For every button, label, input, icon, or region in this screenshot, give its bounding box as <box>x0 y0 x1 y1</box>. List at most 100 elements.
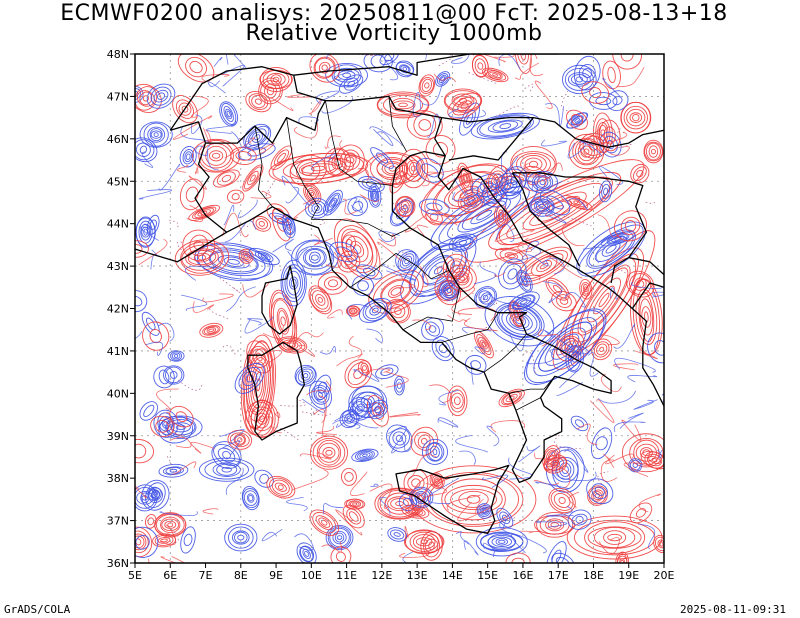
contour-line <box>533 452 551 460</box>
contour-line <box>324 135 341 149</box>
contour-line <box>621 419 642 441</box>
positive-vorticity-cell <box>333 218 381 280</box>
contour-line <box>150 249 158 270</box>
contour-line <box>379 497 391 515</box>
contour-line <box>313 409 328 437</box>
contour-line <box>541 139 567 147</box>
sardinia-coastline <box>247 341 305 441</box>
contour-line <box>416 224 429 237</box>
contour-line <box>269 97 294 111</box>
positive-vorticity-cell <box>340 467 357 486</box>
contour-line <box>385 371 409 388</box>
contour-line <box>325 251 341 268</box>
contour-line <box>298 344 316 357</box>
contour-line <box>156 388 179 410</box>
contour-line <box>408 454 437 480</box>
contour-line <box>469 362 474 385</box>
zero-contour <box>176 378 203 391</box>
contour-line <box>526 358 554 365</box>
negative-vorticity-cell <box>241 485 260 511</box>
contour-line <box>542 257 565 275</box>
contour-line <box>195 145 208 157</box>
region-border <box>311 219 411 237</box>
negative-vorticity-cell <box>135 290 148 313</box>
positive-vorticity-cell <box>226 189 245 204</box>
lon-tick-label: 15E <box>477 569 498 582</box>
contour-line <box>412 92 424 118</box>
positive-vorticity-cell <box>447 385 468 417</box>
contour-line <box>373 129 394 147</box>
contour-line <box>319 345 336 355</box>
lat-tick-label: 47N <box>107 90 129 103</box>
lon-tick-label: 6E <box>163 569 177 582</box>
lat-tick-label: 42N <box>107 303 129 316</box>
contour-line <box>518 445 541 463</box>
negative-vorticity-cell <box>352 275 374 297</box>
contour-line <box>202 293 234 303</box>
contour-line <box>412 319 432 331</box>
contour-line <box>263 349 283 364</box>
contour-line <box>186 204 204 223</box>
contour-line <box>294 533 314 551</box>
contour-line <box>456 531 470 545</box>
positive-vorticity-cell <box>543 454 568 474</box>
contour-line <box>600 459 618 482</box>
contour-line <box>545 103 565 127</box>
positive-vorticity-cell <box>418 74 436 97</box>
negative-vorticity-cell <box>431 336 455 362</box>
contour-line <box>201 74 230 82</box>
positive-vorticity-cell <box>142 321 170 351</box>
france-italy-border <box>170 121 228 233</box>
zero-contour <box>494 105 519 118</box>
zero-contour <box>563 215 594 228</box>
contour-line <box>160 556 186 563</box>
zero-contour <box>209 308 229 320</box>
contour-line <box>582 246 606 264</box>
contour-line <box>190 114 203 134</box>
lat-tick-label: 40N <box>107 387 129 400</box>
contour-line <box>357 168 369 181</box>
negative-vorticity-cell <box>529 195 555 217</box>
negative-vorticity-cell <box>348 396 372 421</box>
contour-line <box>418 265 429 288</box>
negative-vorticity-cell <box>135 526 159 558</box>
contour-line <box>508 457 533 480</box>
albania-border <box>631 282 664 309</box>
contour-line <box>261 529 283 542</box>
negative-vorticity-cell <box>139 401 158 421</box>
contour-line <box>225 467 244 496</box>
region-border <box>254 126 273 207</box>
positive-vorticity-cell <box>410 465 537 534</box>
negative-vorticity-cell <box>570 415 589 432</box>
contour-line <box>600 373 622 393</box>
zero-contour <box>220 345 236 355</box>
contour-line <box>473 261 497 285</box>
region-border <box>515 397 541 411</box>
lat-tick-label: 46N <box>107 133 129 146</box>
map-title: ECMWF0200 analisys: 20250811@00 FcT: 202… <box>60 1 728 26</box>
contour-line <box>224 220 257 243</box>
contour-line <box>262 325 284 339</box>
contour-line <box>308 99 322 115</box>
contour-line <box>316 426 338 436</box>
negative-vorticity-cell <box>470 112 540 140</box>
contour-line <box>286 496 308 512</box>
positive-vorticity-cell <box>621 433 664 473</box>
contour-line <box>568 491 580 509</box>
negative-vorticity-cell <box>395 60 415 78</box>
contour-line <box>613 323 636 349</box>
contour-line <box>450 54 470 64</box>
contour-line <box>399 549 430 558</box>
contour-line <box>347 304 369 320</box>
negative-vorticity-cell <box>562 64 597 95</box>
positive-vorticity-cell <box>643 139 664 164</box>
contour-line <box>298 116 319 124</box>
contour-line <box>404 212 431 233</box>
contour-line <box>614 357 656 373</box>
contour-line <box>564 448 589 473</box>
contour-line <box>455 435 488 453</box>
contour-line <box>552 464 571 489</box>
negative-vorticity-cell <box>527 170 559 194</box>
negative-vorticity-cell <box>313 374 332 401</box>
contour-line <box>318 395 327 423</box>
